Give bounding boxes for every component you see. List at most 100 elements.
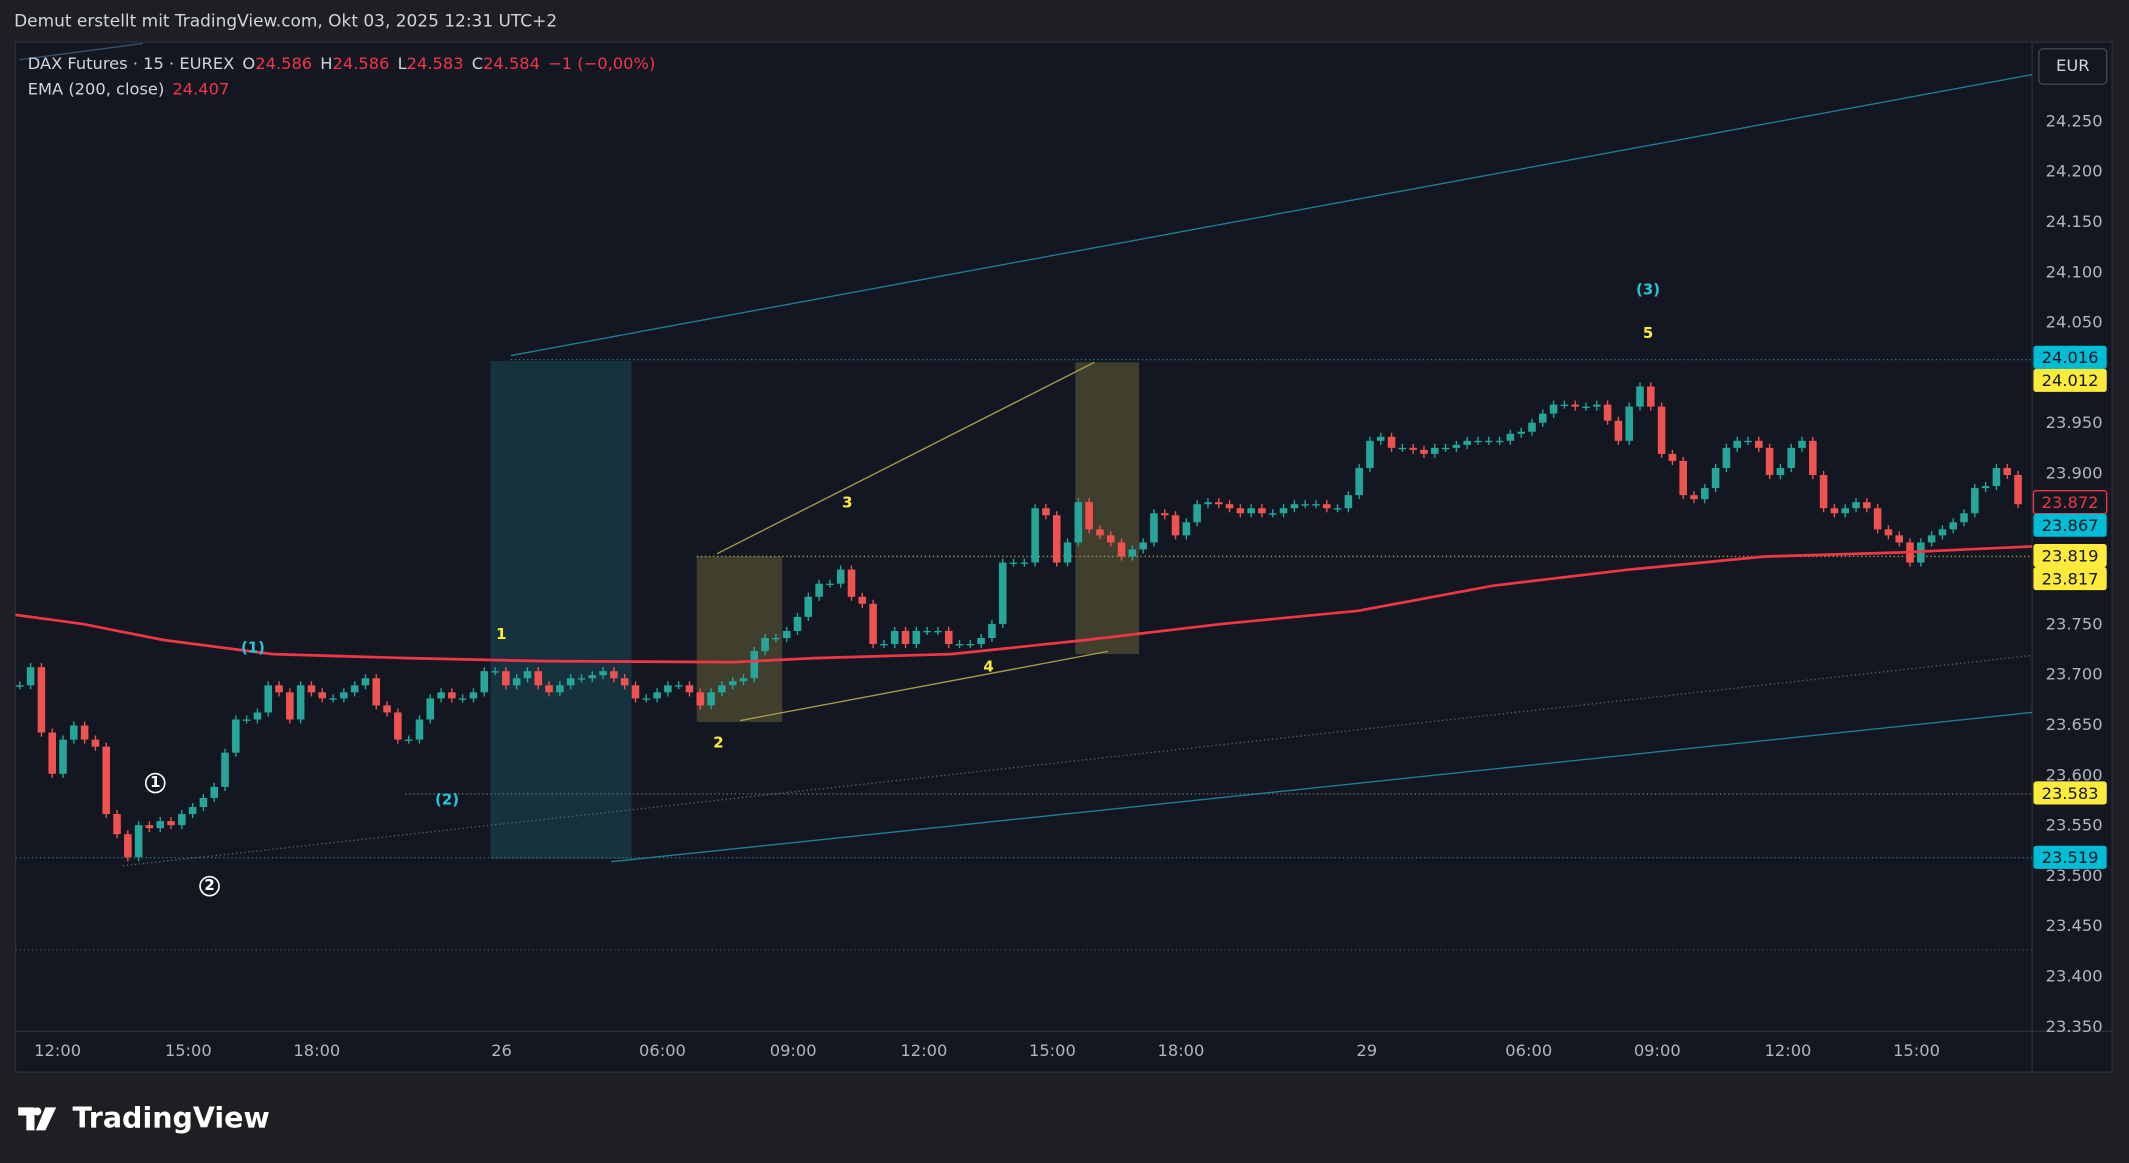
- y-tick-label: 23.350: [2046, 1017, 2103, 1036]
- candle-body: [1441, 447, 1450, 450]
- candle-body: [1647, 386, 1655, 407]
- price-label: 23.583: [2042, 784, 2099, 803]
- legend-line: EMA (200, close) 24.407: [28, 79, 230, 98]
- ohlc-value: 24.586: [255, 53, 312, 72]
- ohlc-label: C: [472, 53, 483, 72]
- candle-body: [1971, 488, 1979, 514]
- candle-body: [1344, 495, 1353, 509]
- candle-body: [1798, 440, 1806, 448]
- candle-body: [1528, 422, 1536, 432]
- candle-body: [728, 681, 737, 686]
- candle-body: [1128, 549, 1137, 557]
- candle-body: [1949, 522, 1958, 530]
- candle-body: [156, 821, 165, 829]
- candle-body: [718, 685, 726, 693]
- ohlc-value: 24.584: [483, 53, 540, 72]
- candle-body: [1841, 508, 1850, 514]
- candle-body: [1452, 444, 1461, 448]
- candle-body: [772, 638, 780, 640]
- candle-body: [977, 638, 985, 645]
- x-tick-label: 26: [491, 1041, 512, 1060]
- header-text: Demut erstellt mit TradingView.com, Okt …: [14, 11, 557, 31]
- price-label-box: [2033, 845, 2107, 869]
- candle-body: [16, 685, 24, 687]
- wave-label: (1): [241, 639, 265, 657]
- candle-body: [37, 667, 46, 733]
- candle-body: [210, 786, 219, 798]
- candle-body: [804, 596, 813, 617]
- channel-line: [716, 361, 1095, 555]
- currency[interactable]: EUR: [2056, 56, 2089, 75]
- candle-body: [221, 752, 229, 787]
- ohlc-label: L: [398, 53, 407, 72]
- candle-body: [1603, 404, 1612, 421]
- candle-body: [124, 834, 132, 858]
- candle-body: [1981, 486, 1990, 489]
- candle-body: [426, 698, 435, 720]
- price-label: 23.519: [2042, 848, 2099, 867]
- wave-label: (2): [435, 791, 459, 809]
- currency-button[interactable]: [2038, 48, 2108, 85]
- candle-body: [944, 630, 953, 645]
- candle-body: [1765, 447, 1774, 476]
- candle-body: [1711, 467, 1720, 489]
- price-label-box: [2033, 567, 2107, 591]
- candle-body: [80, 725, 89, 740]
- candle-body: [1938, 529, 1947, 536]
- y-tick-label: 24.100: [2046, 262, 2103, 281]
- candle-body: [1819, 475, 1828, 509]
- candle-body: [70, 725, 78, 740]
- candle-body: [653, 692, 661, 699]
- candle-body: [372, 678, 381, 706]
- candle-body: [1420, 449, 1428, 454]
- candle-body: [1830, 508, 1839, 514]
- candle-body: [750, 651, 759, 679]
- candle-body: [1560, 404, 1569, 406]
- candle-body: [1009, 562, 1018, 564]
- price-label-box: [2033, 781, 2107, 805]
- candle-body: [1614, 420, 1623, 441]
- candle-body: [1139, 542, 1147, 550]
- wave-circle: [199, 875, 220, 897]
- candle-body: [1171, 515, 1180, 536]
- y-tick-label: 24.250: [2046, 111, 2103, 130]
- candle-body: [1052, 515, 1061, 563]
- candle-body: [988, 623, 996, 639]
- wave-label: 2: [204, 876, 214, 894]
- candle-body: [1085, 502, 1093, 530]
- candle-body: [102, 746, 111, 815]
- wave-label: 1: [496, 625, 506, 643]
- ohlc-value: 24.586: [333, 53, 390, 72]
- candle-body: [1290, 504, 1299, 509]
- candle-body: [1485, 440, 1493, 443]
- x-tick-label: 06:00: [1505, 1041, 1552, 1060]
- trend-line: [19, 42, 144, 61]
- candle-body: [1268, 513, 1277, 515]
- candle-body: [340, 692, 348, 699]
- candle-body: [955, 644, 964, 646]
- candle-body: [793, 616, 802, 631]
- legend-line: DAX Futures · 15 · EUREX O24.586 H24.586 L2…: [28, 53, 656, 72]
- candle-body: [1657, 406, 1666, 454]
- candle-body: [847, 569, 856, 597]
- candle-body: [1733, 440, 1741, 448]
- candle-body: [253, 712, 262, 720]
- candle-body: [1214, 502, 1223, 505]
- candle-body: [620, 678, 629, 686]
- candle-body: [566, 678, 575, 686]
- candle-body: [1582, 406, 1590, 408]
- y-tick-label: 24.150: [2046, 212, 2103, 231]
- zone-box: [1075, 362, 1140, 655]
- candle-body: [1301, 504, 1309, 506]
- marks: [15, 382, 2033, 862]
- price-label: 24.016: [2042, 348, 2099, 367]
- candle-body: [232, 719, 240, 753]
- candle-body: [178, 814, 186, 826]
- candle-body: [1884, 529, 1893, 536]
- y-tick-label: 23.450: [2046, 916, 2103, 935]
- candle-body: [685, 685, 694, 693]
- channel-line: [122, 654, 2033, 867]
- candle-body: [469, 692, 478, 699]
- candle-body: [415, 719, 424, 740]
